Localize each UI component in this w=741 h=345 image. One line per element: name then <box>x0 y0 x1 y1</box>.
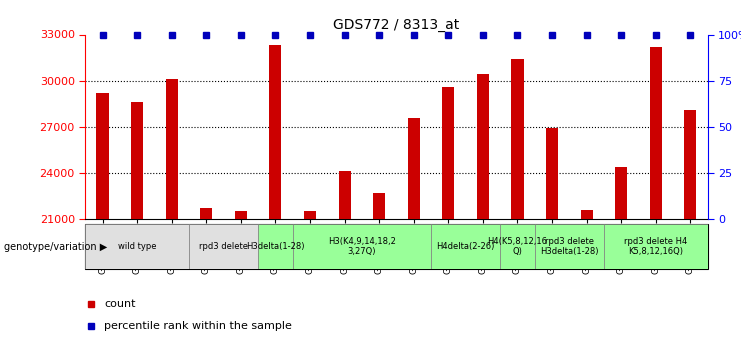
Bar <box>373 193 385 219</box>
Bar <box>535 224 604 269</box>
Bar <box>258 224 293 269</box>
Text: H4(K5,8,12,16
Q): H4(K5,8,12,16 Q) <box>488 237 548 256</box>
Bar <box>650 47 662 219</box>
Bar <box>131 102 143 219</box>
Bar <box>200 208 212 219</box>
Text: H4delta(2-26): H4delta(2-26) <box>436 242 495 251</box>
Bar <box>615 167 627 219</box>
Bar <box>476 75 489 219</box>
Bar <box>96 93 108 219</box>
Text: rpd3 delete
H3delta(1-28): rpd3 delete H3delta(1-28) <box>540 237 599 256</box>
Text: rpd3 delete H4
K5,8,12,16Q): rpd3 delete H4 K5,8,12,16Q) <box>624 237 688 256</box>
Bar <box>304 211 316 219</box>
Text: wild type: wild type <box>118 242 156 251</box>
Text: genotype/variation ▶: genotype/variation ▶ <box>4 242 107 252</box>
Bar <box>408 118 419 219</box>
Bar <box>85 224 189 269</box>
Bar <box>339 171 350 219</box>
Bar <box>293 224 431 269</box>
Text: count: count <box>104 299 136 308</box>
Bar <box>235 211 247 219</box>
Bar <box>442 87 454 219</box>
Text: rpd3 delete: rpd3 delete <box>199 242 248 251</box>
Bar <box>431 224 500 269</box>
Text: H3(K4,9,14,18,2
3,27Q): H3(K4,9,14,18,2 3,27Q) <box>328 237 396 256</box>
Bar <box>580 210 593 219</box>
Bar <box>684 110 697 219</box>
Bar <box>546 128 558 219</box>
Bar <box>269 45 282 219</box>
Text: percentile rank within the sample: percentile rank within the sample <box>104 322 292 331</box>
Bar <box>500 224 535 269</box>
Text: H3delta(1-28): H3delta(1-28) <box>246 242 305 251</box>
Bar <box>189 224 258 269</box>
Bar <box>165 79 178 219</box>
Title: GDS772 / 8313_at: GDS772 / 8313_at <box>333 18 459 32</box>
Bar <box>604 224 708 269</box>
Bar <box>511 59 523 219</box>
